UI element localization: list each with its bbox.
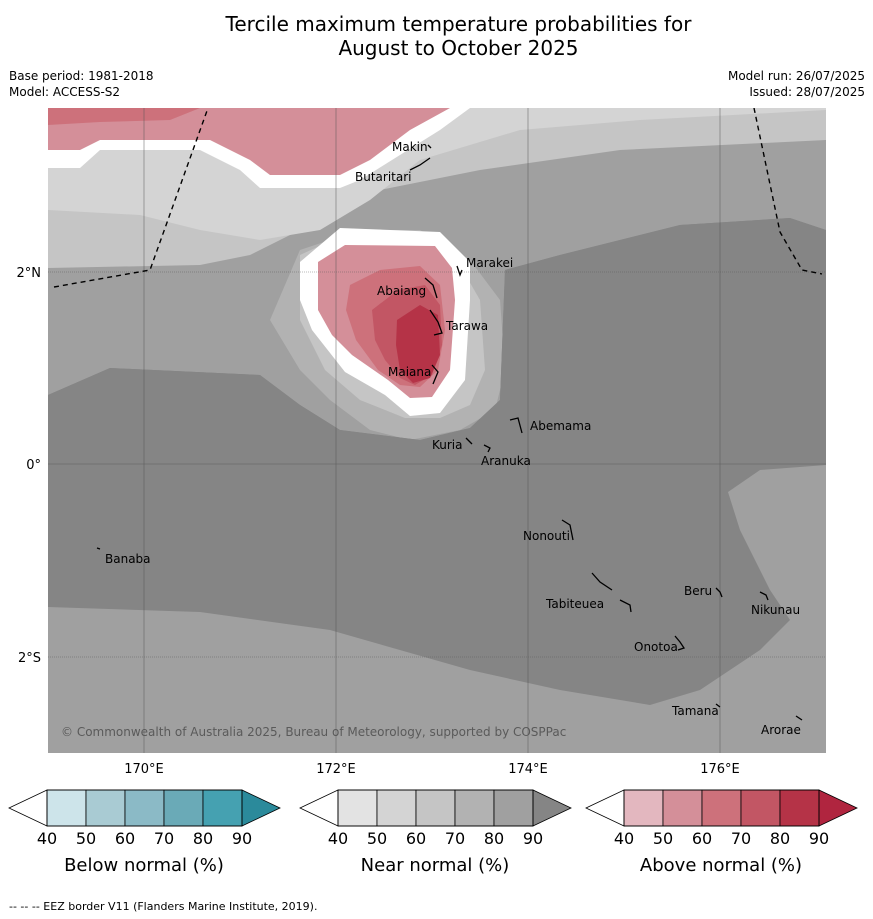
colorbar-swatch	[493, 789, 534, 827]
eez-footnote: -- -- -- EEZ border V11 (Flanders Marine…	[9, 900, 318, 913]
lat-axis: 2°N 0° 2°S	[17, 266, 42, 666]
colorbar-tick: 90	[523, 829, 543, 848]
model-run: Model run: 26/07/2025	[727, 69, 865, 83]
colorbar-swatch	[241, 789, 281, 827]
island-label: Marakei	[466, 256, 513, 270]
colorbar-tick: 90	[232, 829, 252, 848]
base-period: Base period: 1981-2018	[9, 69, 154, 83]
above-normal-region	[48, 108, 450, 175]
eez-border	[53, 108, 823, 288]
colorbar-tick: 50	[367, 829, 387, 848]
above-normal-region	[48, 108, 200, 125]
colorbar-swatch	[85, 789, 126, 827]
colorbar-swatch	[337, 789, 378, 827]
colorbar-tick: 50	[76, 829, 96, 848]
colorbar-swatch	[415, 789, 456, 827]
title-line-2: August to October 2025	[338, 36, 579, 60]
lon-label: 172°E	[316, 762, 356, 777]
lon-label: 174°E	[508, 762, 548, 777]
colorbar-tick: 60	[406, 829, 426, 848]
colorbar-below-normal: 40 50 60 70 80 90 Below normal (%)	[8, 789, 281, 876]
colorbar-tick: 80	[484, 829, 504, 848]
island-label: Aranuka	[481, 454, 531, 468]
colorbar-swatch	[202, 789, 243, 827]
colorbar-swatch	[701, 789, 742, 827]
lon-label: 170°E	[124, 762, 164, 777]
island-label: Abaiang	[377, 284, 426, 298]
colorbar-tick: 60	[692, 829, 712, 848]
island-label: Kuria	[432, 438, 463, 452]
colorbar-tick: 40	[37, 829, 57, 848]
island-label: Banaba	[105, 552, 151, 566]
colorbar-swatch	[818, 789, 858, 827]
colorbar-tick: 70	[154, 829, 174, 848]
island-label: Nikunau	[751, 603, 800, 617]
near-normal-region	[48, 218, 826, 465]
colorbar-swatch	[46, 789, 87, 827]
colorbar-title: Near normal (%)	[361, 855, 510, 876]
model-name: Model: ACCESS-S2	[9, 85, 121, 99]
colorbar-swatch	[740, 789, 781, 827]
island-label: Butaritari	[355, 170, 412, 184]
colorbar-tick: 60	[115, 829, 135, 848]
copyright-notice: © Commonwealth of Australia 2025, Bureau…	[61, 725, 566, 739]
island-label: Nonouti	[523, 529, 570, 543]
above-normal-region	[396, 305, 440, 383]
colorbar-tick: 50	[653, 829, 673, 848]
colorbar-swatch	[779, 789, 820, 827]
colorbar-title: Below normal (%)	[64, 855, 224, 876]
title-line-1: Tercile maximum temperature probabilitie…	[225, 12, 692, 36]
lon-axis: 170°E 172°E 174°E 176°E	[124, 762, 740, 777]
colorbar-swatch	[454, 789, 495, 827]
island-label: Abemama	[530, 419, 591, 433]
island-label: Beru	[684, 584, 712, 598]
colorbar-tick: 70	[731, 829, 751, 848]
island-label: Tamana	[671, 704, 719, 718]
colorbar-swatch	[623, 789, 664, 827]
lat-label: 0°	[26, 458, 41, 473]
colorbar-tick: 70	[445, 829, 465, 848]
lon-label: 176°E	[700, 762, 740, 777]
colorbar-swatch	[163, 789, 204, 827]
issued-date: Issued: 28/07/2025	[749, 85, 865, 99]
island-label: Makin	[392, 140, 428, 154]
colorbar-swatch	[124, 789, 165, 827]
island-label: Tabiteuea	[545, 597, 604, 611]
island-shapes	[96, 144, 803, 721]
colorbar-above-normal: 40 50 60 70 80 90 Above normal (%)	[585, 789, 858, 876]
island-label: Maiana	[388, 365, 431, 379]
colorbar-tick: 80	[770, 829, 790, 848]
colorbar-tick: 40	[328, 829, 348, 848]
probability-map: Makin Butaritari Marakei Abaiang Tarawa …	[48, 108, 826, 753]
colorbar-swatch	[532, 789, 572, 827]
lat-label: 2°N	[17, 266, 42, 281]
island-label: Arorae	[761, 723, 801, 737]
colorbar-tick: 40	[614, 829, 634, 848]
meta-right: Model run: 26/07/2025 Issued: 28/07/2025	[728, 68, 865, 100]
lat-label: 2°S	[18, 651, 41, 666]
colorbar-tick: 80	[193, 829, 213, 848]
meta-left: Base period: 1981-2018 Model: ACCESS-S2	[9, 68, 154, 100]
colorbar-title: Above normal (%)	[640, 855, 802, 876]
colorbar-tick: 90	[809, 829, 829, 848]
map-title: Tercile maximum temperature probabilitie…	[0, 12, 873, 60]
island-labels: Makin Butaritari Marakei Abaiang Tarawa …	[105, 140, 801, 737]
island-label: Tarawa	[445, 319, 488, 333]
island-label: Onotoa	[634, 640, 678, 654]
colorbar-near-normal: 40 50 60 70 80 90 Near normal (%)	[299, 789, 572, 876]
graticule	[48, 108, 826, 753]
colorbar-swatch	[376, 789, 417, 827]
colorbar-swatch	[662, 789, 703, 827]
